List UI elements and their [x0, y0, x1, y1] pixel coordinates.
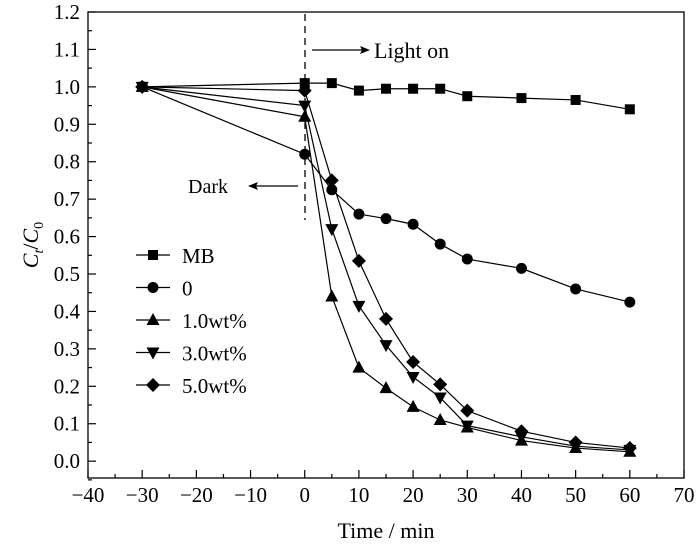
plot-frame	[87, 11, 685, 479]
y-tick-label: 0.1	[54, 412, 80, 436]
x-tick-label: 60	[619, 483, 640, 507]
data-point	[299, 78, 310, 89]
data-point	[624, 104, 635, 115]
x-tick-label: 70	[674, 483, 695, 507]
data-point	[353, 85, 364, 96]
legend-marker	[147, 282, 159, 293]
data-point	[135, 79, 150, 94]
dark-arrowhead	[248, 182, 258, 190]
y-tick-label: 0.4	[54, 299, 81, 323]
light-on-arrowhead	[360, 46, 370, 54]
x-tick-label: 0	[299, 483, 310, 507]
y-tick-label: 0.3	[54, 337, 80, 361]
data-point	[460, 403, 475, 418]
data-point	[462, 91, 473, 102]
x-tick-label: −40	[72, 483, 105, 507]
data-point	[407, 218, 419, 230]
data-point	[325, 224, 339, 237]
data-point	[352, 360, 366, 373]
y-tick-label: 0.0	[54, 449, 80, 473]
dark-label: Dark	[188, 176, 228, 198]
data-point	[515, 262, 527, 274]
data-point	[461, 253, 473, 265]
y-tick-label: 0.6	[54, 225, 80, 249]
y-tick-label: 0.2	[54, 374, 80, 398]
data-point	[570, 283, 582, 295]
y-tick-label: 1.2	[54, 0, 80, 24]
x-tick-label: 20	[403, 483, 424, 507]
data-point	[351, 253, 366, 268]
data-point	[460, 420, 474, 433]
data-point	[568, 435, 583, 450]
data-point	[380, 213, 392, 225]
y-tick-label: 1.1	[54, 37, 80, 61]
y-tick-label: 1.0	[54, 75, 80, 99]
axes: −40 −30 −20 −10 0 10 20 30 40 50 60 70 0.0 0.1 0.2 0.3 0…	[54, 0, 695, 507]
data-point	[514, 424, 529, 439]
x-tick-label: 10	[348, 483, 369, 507]
y-axis-label: Ct/C0	[18, 222, 47, 268]
x-tick-label: −30	[126, 483, 159, 507]
data-point	[379, 381, 393, 394]
data-point	[435, 83, 446, 94]
series-3.0wt%	[135, 81, 637, 457]
x-tick-label: 40	[511, 483, 532, 507]
data-point	[408, 83, 419, 94]
annotations: Light on Dark	[188, 14, 449, 220]
data-point	[434, 238, 446, 250]
x-axis-label: Time / min	[338, 518, 435, 543]
y-tick-label: 0.9	[54, 112, 80, 136]
data-point	[298, 100, 312, 113]
data-point	[433, 392, 447, 405]
data-point	[353, 208, 365, 220]
data-point	[379, 340, 393, 353]
legend-item: 5.0wt%	[136, 374, 247, 398]
y-tick-label: 0.7	[54, 187, 80, 211]
data-point	[622, 441, 637, 456]
data-point	[381, 83, 391, 94]
legend-item: 3.0wt%	[136, 342, 247, 366]
data-point	[406, 399, 420, 412]
legend-marker	[146, 347, 160, 360]
series-MB	[137, 78, 635, 115]
legend-label: 3.0wt%	[182, 342, 247, 366]
data-point	[433, 412, 447, 425]
legend-item: MB	[136, 244, 215, 268]
data-point	[326, 78, 337, 89]
data-point	[352, 300, 366, 313]
y-tick-label: 0.8	[54, 150, 80, 174]
data-point	[570, 94, 581, 105]
series-group	[135, 78, 637, 457]
data-point	[433, 377, 448, 392]
legend-marker	[146, 313, 160, 325]
x-tick-label: −20	[180, 483, 213, 507]
data-point	[516, 93, 527, 104]
data-point	[406, 371, 420, 384]
legend-label: MB	[182, 244, 215, 268]
legend-marker	[148, 250, 158, 260]
y-tick-label: 0.5	[54, 262, 80, 286]
data-point	[299, 148, 311, 160]
legend-label: 1.0wt%	[182, 309, 247, 333]
x-tick-label: 30	[457, 483, 478, 507]
legend-marker	[146, 378, 160, 392]
legend-item: 0	[136, 277, 193, 301]
legend-label: 5.0wt%	[182, 374, 247, 398]
data-point	[325, 289, 339, 302]
data-point	[406, 354, 421, 369]
data-point	[624, 296, 636, 308]
legend-item: 1.0wt%	[136, 309, 247, 333]
legend: MB 0 1.0wt% 3.0wt% 5.0wt%	[136, 244, 247, 398]
x-tick-label: −10	[234, 483, 267, 507]
series-5.0wt%	[135, 79, 637, 456]
legend-label: 0	[182, 277, 193, 301]
series-1.0wt%	[135, 79, 637, 457]
data-point	[379, 311, 393, 326]
data-point	[324, 173, 339, 188]
x-tick-label: 50	[565, 483, 586, 507]
light-on-label: Light on	[374, 38, 449, 63]
